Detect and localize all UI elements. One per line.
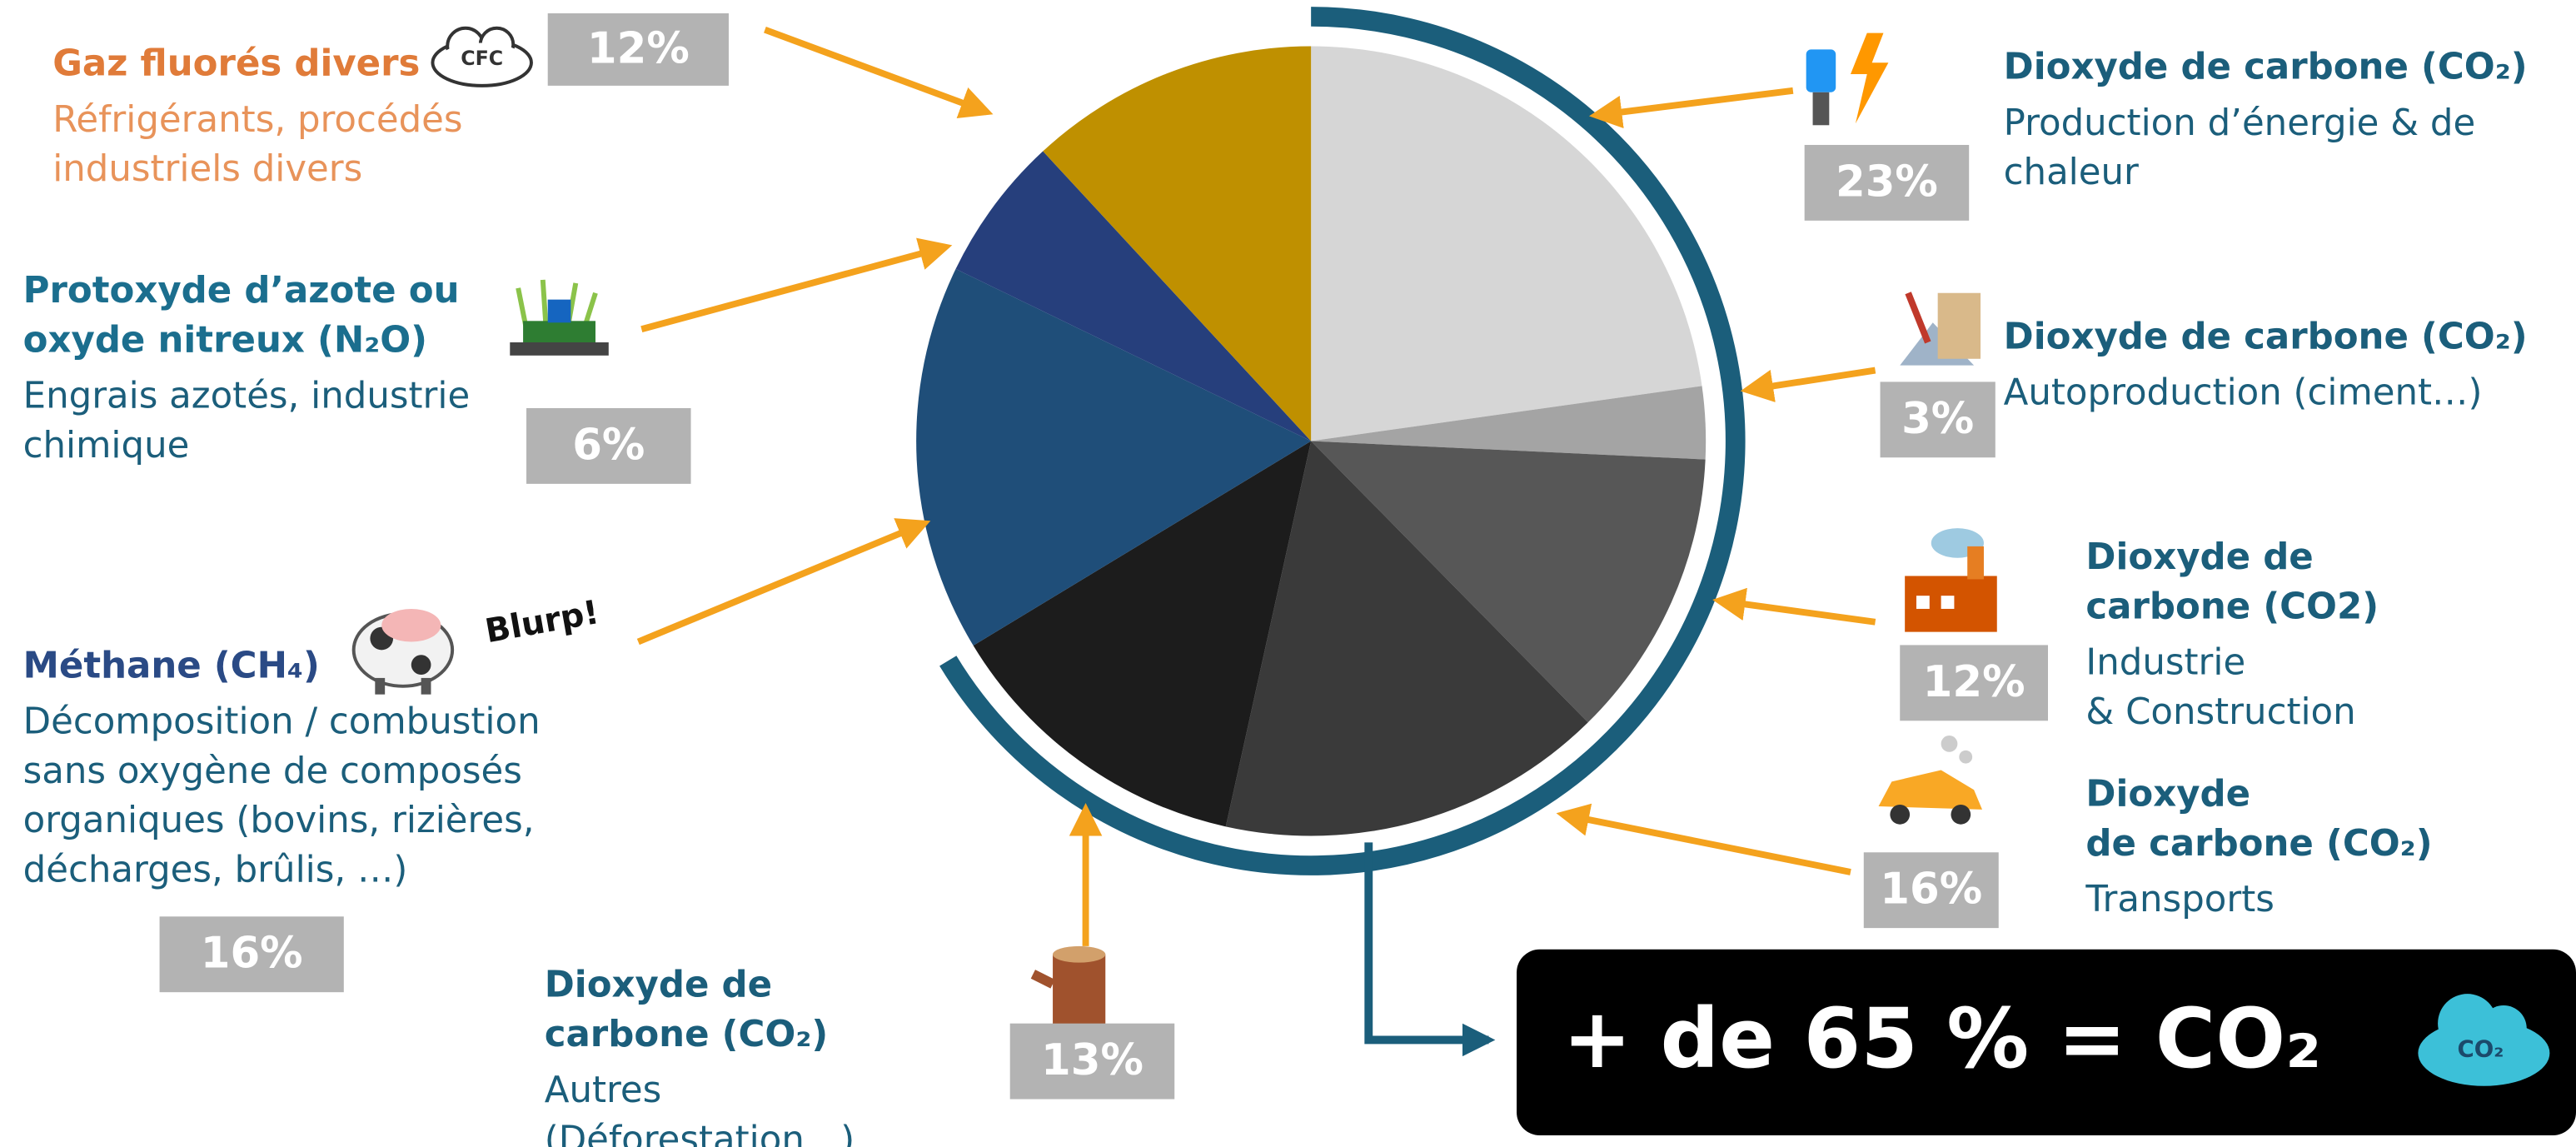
slice-title: carbone (CO2) <box>2085 586 2379 627</box>
value-label: 12% <box>1923 657 2025 707</box>
value-label: 12% <box>587 23 690 73</box>
arrow <box>1589 87 1794 129</box>
slice-description: organiques (bovins, rizières, <box>23 800 535 841</box>
value-box <box>1009 1023 1175 1100</box>
pie-slice <box>1311 386 1707 460</box>
value-box <box>1900 645 2048 721</box>
value-label: 3% <box>1901 394 1974 444</box>
slice-title: Gaz fluorés divers <box>52 43 420 85</box>
co2-arc <box>939 7 1746 875</box>
pie-slice <box>916 268 1312 646</box>
value-box <box>1880 382 1996 458</box>
pie-slice <box>1225 441 1588 836</box>
pie-slice <box>1311 46 1702 441</box>
slice-description: Industrie <box>2085 642 2245 684</box>
pie-slice <box>973 441 1312 827</box>
pie <box>916 7 1746 875</box>
cfc-icon-text: CFC <box>461 47 503 70</box>
slice-description: Réfrigérants, procédés <box>52 99 462 141</box>
arrow <box>1740 367 1876 402</box>
value-box <box>547 12 729 86</box>
value-box <box>1863 852 1999 929</box>
slice-title: Protoxyde d’azote ou <box>23 270 460 312</box>
energy-icon <box>1806 32 1889 126</box>
connector <box>1364 842 1496 1057</box>
slice-description: Production d’énergie & de <box>2004 102 2476 144</box>
log-icon <box>1030 945 1106 1034</box>
slice-title: Méthane (CH₄) <box>23 646 320 687</box>
value-label: 16% <box>1880 865 1982 915</box>
slice-title: Dioxyde de carbone (CO₂) <box>2004 317 2528 358</box>
arrow <box>636 518 931 646</box>
slice-title: oxyde nitreux (N₂O) <box>23 319 427 361</box>
slice-description: (Déforestation…) <box>545 1119 855 1147</box>
factory-icon <box>1905 528 1997 632</box>
pie-slice <box>955 151 1312 441</box>
summary-text: + de 65 % = CO₂ <box>1562 991 2321 1087</box>
value-box <box>159 916 344 993</box>
slice-description: Transports <box>2085 879 2274 920</box>
slice-description: & Construction <box>2085 691 2355 733</box>
slice-title: Dioxyde de <box>2085 536 2313 578</box>
cfc-cloud-icon: CFC <box>431 26 533 87</box>
car-icon <box>1878 736 1982 825</box>
slice-description: industriels divers <box>52 148 362 190</box>
value-box <box>526 408 691 484</box>
labels: Dioxyde de carbone (CO₂) Production d’éne… <box>23 12 2528 1147</box>
summary-box <box>1517 949 2576 1135</box>
value-label: 13% <box>1041 1035 1144 1085</box>
slice-title: Dioxyde <box>2085 774 2250 815</box>
slice-description: chimique <box>23 425 190 466</box>
pie-slice <box>1043 46 1312 441</box>
arrow <box>640 237 953 333</box>
slice-title: de carbone (CO₂) <box>2085 823 2432 865</box>
arrow <box>1712 587 1876 626</box>
co2-cloud-icon: CO₂ <box>2418 994 2550 1086</box>
value-label: 6% <box>572 420 645 470</box>
arrow <box>1556 803 1851 875</box>
slice-title: Dioxyde de carbone (CO₂) <box>2004 47 2528 88</box>
slice-description: décharges, brûlis, …) <box>23 849 408 890</box>
blurp-text: Blurp! <box>482 593 601 651</box>
slice-description: Autres <box>545 1070 662 1111</box>
cow-icon <box>351 608 455 695</box>
value-label: 16% <box>201 929 303 979</box>
value-label: 23% <box>1836 157 1938 207</box>
slice-description: Autoproduction (ciment…) <box>2004 372 2483 414</box>
co2-icon-text: CO₂ <box>2457 1035 2504 1062</box>
slice-description: sans oxygène de composés <box>23 751 522 792</box>
arrow <box>764 27 994 119</box>
slice-description: chaleur <box>2004 152 2139 193</box>
cement-icon <box>1900 292 1981 366</box>
slice-title: carbone (CO₂) <box>545 1014 828 1055</box>
tractor-icon <box>510 279 609 356</box>
value-box <box>1804 144 1970 221</box>
slice-description: Décomposition / combustion <box>23 701 541 743</box>
slice-title: Dioxyde de <box>545 965 772 1006</box>
pie-slice <box>1311 441 1706 723</box>
slice-description: Engrais azotés, industrie <box>23 376 471 417</box>
